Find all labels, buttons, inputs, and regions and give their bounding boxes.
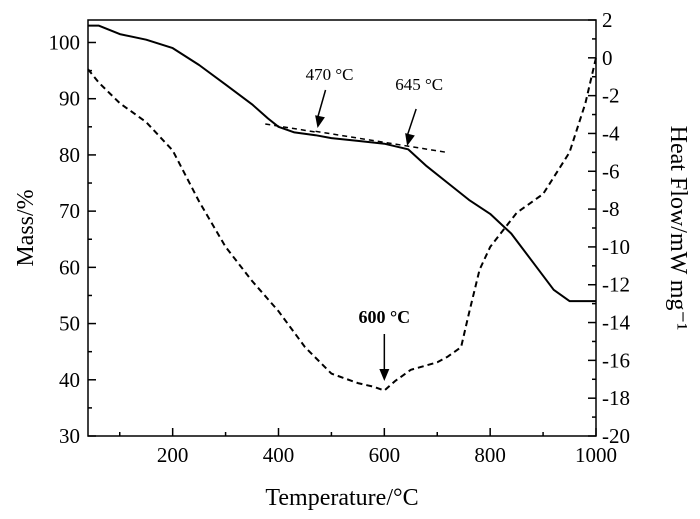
y-left-tick-label: 90 (59, 87, 80, 111)
annotation-label: 470 °C (306, 65, 354, 84)
axes-layer (87, 19, 597, 437)
y-right-tick-label: -20 (602, 424, 630, 448)
annotation-arrowhead (315, 115, 325, 128)
annotation-arrowhead (405, 133, 415, 146)
y-right-tick-label: -16 (602, 348, 630, 372)
text-layer: Temperature/°C Mass/% Heat Flow/mW mg⁻¹ … (13, 8, 691, 511)
annotation-arrowhead (379, 369, 390, 381)
y-right-tick-label: -2 (602, 84, 620, 108)
y-left-tick-label: 40 (59, 368, 80, 392)
tangent-line-2 (315, 130, 446, 153)
y-right-tick-label: -14 (602, 311, 630, 335)
annotation-arrow (406, 108, 417, 137)
annotation-label: 645 °C (395, 75, 443, 94)
x-tick-label: 200 (157, 443, 189, 467)
x-axis-title: Temperature/°C (265, 485, 418, 511)
annotation-arrow (316, 89, 327, 119)
mass-series-line (88, 24, 596, 303)
y-left-tick-label: 100 (49, 30, 81, 54)
x-tick-label: 800 (474, 443, 506, 467)
y-left-tick-label: 60 (59, 255, 80, 279)
y-right-tick-label: -8 (602, 197, 620, 221)
y-right-tick-label: -4 (602, 121, 620, 145)
heat-flow-series-line (87, 57, 597, 392)
plot-layer (87, 24, 597, 392)
y-left-tick-label: 70 (59, 199, 80, 223)
y-right-tick-label: -18 (602, 386, 630, 410)
y-right-axis-title: Heat Flow/mW mg⁻¹ (665, 126, 691, 331)
y-left-tick-label: 50 (59, 312, 80, 336)
y-right-tick-label: -6 (602, 159, 620, 183)
y-right-tick-label: 0 (602, 46, 613, 70)
x-tick-label: 600 (369, 443, 401, 467)
y-right-tick-label: -10 (602, 235, 630, 259)
y-right-tick-label: -12 (602, 273, 630, 297)
x-tick-label: 1000 (575, 443, 617, 467)
y-left-tick-label: 80 (59, 143, 80, 167)
annotation-label: 600 °C (358, 307, 410, 327)
y-left-tick-label: 30 (59, 424, 80, 448)
x-tick-label: 400 (263, 443, 295, 467)
y-left-axis-title: Mass/% (13, 189, 39, 266)
y-right-tick-label: 2 (602, 8, 613, 32)
